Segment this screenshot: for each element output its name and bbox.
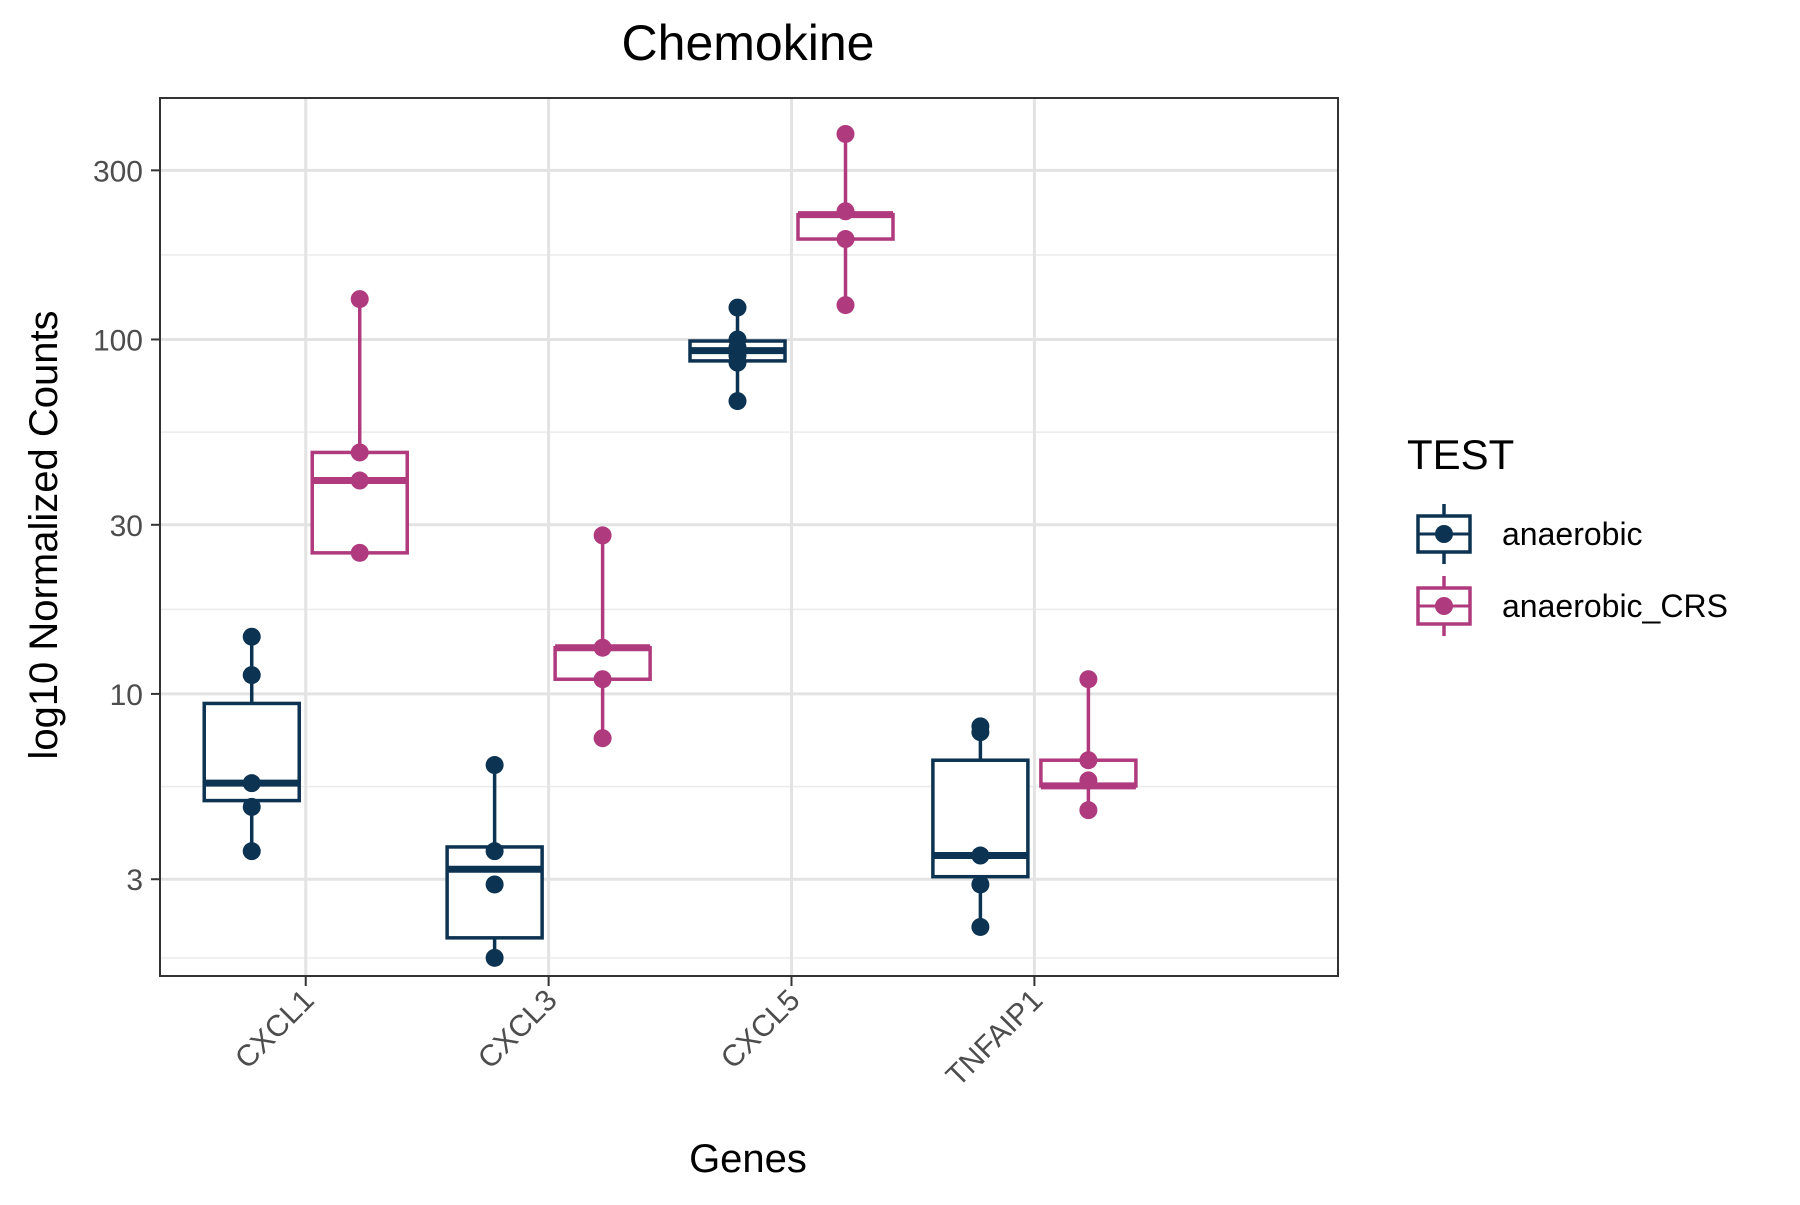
box-group-anaerobic_CRS-CXCL1	[310, 290, 409, 562]
legend-key-point	[1435, 597, 1453, 615]
data-point	[836, 202, 855, 221]
data-point	[1079, 771, 1098, 790]
data-point	[242, 774, 261, 793]
data-point	[485, 756, 504, 775]
data-point	[242, 842, 261, 861]
data-point	[485, 842, 504, 861]
legend-key-point	[1435, 525, 1453, 543]
box-group-anaerobic_CRS-TNFAIP1	[1039, 670, 1138, 820]
data-point	[836, 296, 855, 315]
box-group-anaerobic_CRS-CXCL3	[553, 526, 652, 748]
data-point	[1079, 670, 1098, 689]
data-point	[350, 543, 369, 562]
x-axis-title: Genes	[689, 1137, 807, 1181]
box-group-anaerobic-CXCL3	[445, 756, 544, 967]
y-axis-title: log10 Normalized Counts	[22, 310, 66, 759]
box-group-anaerobic-CXCL1	[202, 627, 301, 861]
y-tick-label: 300	[93, 155, 143, 188]
legend-title: TEST	[1407, 431, 1514, 478]
data-point	[1079, 801, 1098, 820]
data-point	[350, 443, 369, 462]
legend-item-anaerobic: anaerobic	[1416, 504, 1643, 564]
legend-label: anaerobic_CRS	[1502, 588, 1728, 624]
data-point	[242, 797, 261, 816]
legend-label: anaerobic	[1502, 516, 1643, 552]
data-point	[350, 471, 369, 490]
data-point	[971, 875, 990, 894]
data-point	[836, 124, 855, 143]
chart-title: Chemokine	[622, 15, 875, 71]
data-point	[971, 723, 990, 742]
data-point	[593, 526, 612, 545]
box-group-anaerobic_CRS-CXCL5	[796, 124, 895, 315]
data-point	[728, 353, 747, 372]
data-point	[1079, 751, 1098, 770]
data-point	[593, 638, 612, 657]
data-point	[836, 230, 855, 249]
data-point	[242, 627, 261, 646]
y-tick-label: 3	[126, 864, 143, 897]
data-point	[242, 666, 261, 685]
data-point	[485, 948, 504, 967]
data-point	[485, 875, 504, 894]
data-point	[971, 917, 990, 936]
legend-item-anaerobic_CRS: anaerobic_CRS	[1416, 576, 1728, 636]
box-group-anaerobic-CXCL5	[688, 298, 787, 411]
y-tick-label: 30	[110, 510, 143, 543]
data-point	[593, 670, 612, 689]
data-point	[971, 846, 990, 865]
data-point	[593, 729, 612, 748]
data-point	[350, 290, 369, 309]
y-tick-label: 100	[93, 324, 143, 357]
box	[310, 450, 409, 555]
plot-panel-border	[159, 97, 1339, 977]
data-point	[728, 392, 747, 411]
y-tick-label: 10	[110, 679, 143, 712]
box-group-anaerobic-TNFAIP1	[931, 717, 1030, 936]
data-point	[728, 298, 747, 317]
